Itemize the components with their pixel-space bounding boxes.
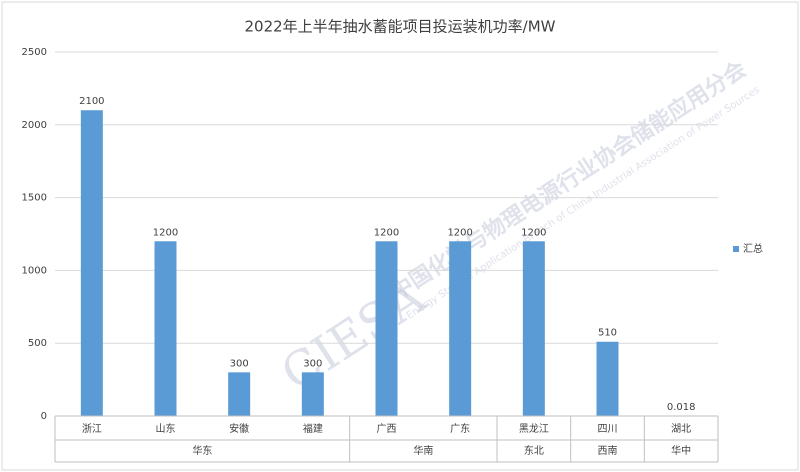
- x-tick-label: 广东: [450, 422, 470, 435]
- data-label: 1200: [374, 227, 399, 238]
- data-label: 0.018: [667, 402, 696, 413]
- data-label: 510: [598, 328, 617, 339]
- bar: [375, 241, 398, 416]
- bar: [154, 241, 177, 416]
- x-tick-label: 山东: [156, 422, 176, 435]
- legend-label: 汇总: [743, 242, 763, 255]
- bar: [596, 341, 619, 416]
- x-tick-label: 黑龙江: [519, 422, 549, 435]
- group-label: 华中: [671, 444, 691, 457]
- data-label: 2100: [79, 96, 104, 107]
- x-tick-label: 广西: [377, 423, 397, 435]
- bar: [301, 372, 324, 416]
- x-tick-label: 福建: [303, 422, 323, 435]
- bar: [449, 241, 472, 416]
- y-tick-label: 500: [28, 338, 47, 349]
- data-label: 1200: [153, 227, 178, 238]
- x-tick-label: 四川: [598, 424, 618, 435]
- bar: [522, 241, 545, 416]
- legend-swatch: [733, 246, 739, 252]
- x-tick-label: 湖北: [671, 423, 691, 435]
- chart-title: 2022年上半年抽水蓄能项目投运装机功率/MW: [244, 18, 555, 36]
- data-label: 300: [303, 358, 322, 369]
- data-label: 1200: [447, 227, 472, 238]
- group-label: 东北: [524, 444, 544, 457]
- y-tick-label: 0: [41, 411, 47, 422]
- bar: [80, 110, 103, 417]
- bar: [228, 372, 251, 416]
- x-tick-label: 浙江: [82, 423, 102, 435]
- data-label: 1200: [521, 227, 546, 238]
- y-tick-label: 2000: [22, 120, 47, 131]
- group-label: 华南: [413, 444, 433, 457]
- x-tick-label: 安徽: [229, 422, 249, 435]
- group-label: 华东: [192, 444, 212, 457]
- y-tick-label: 2500: [22, 47, 47, 58]
- y-tick-label: 1000: [22, 265, 47, 276]
- y-tick-label: 1500: [22, 193, 47, 204]
- data-label: 300: [230, 358, 249, 369]
- group-label: 西南: [598, 444, 618, 457]
